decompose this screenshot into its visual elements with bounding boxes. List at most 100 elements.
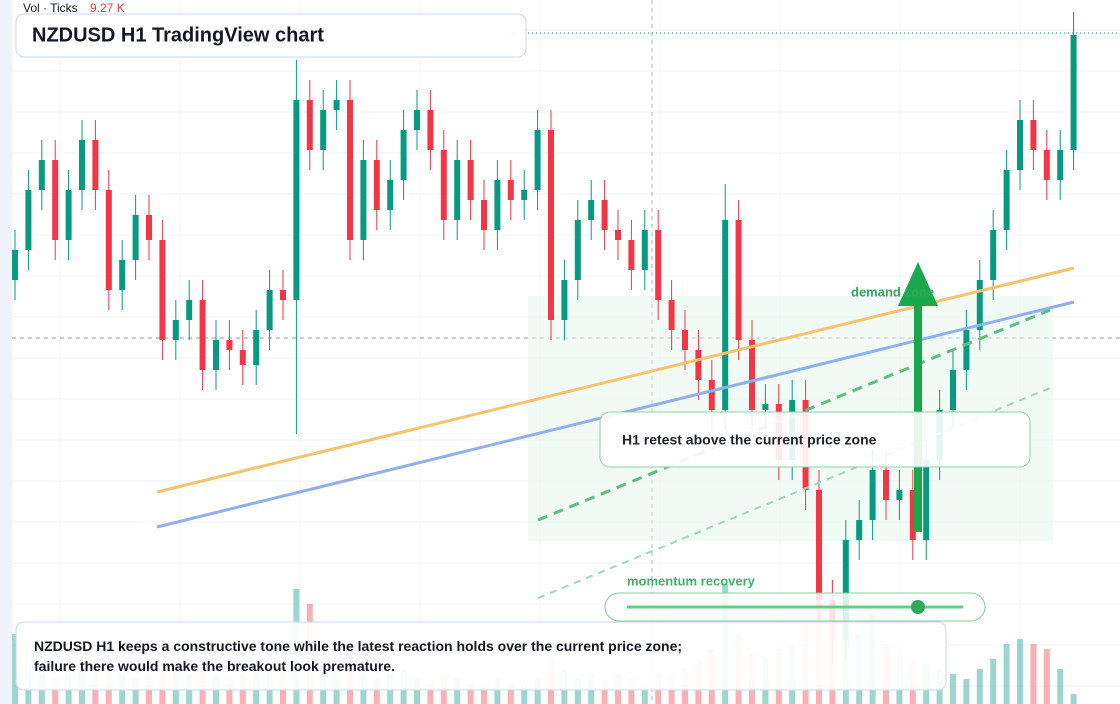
note-box	[15, 621, 947, 691]
volume-bar	[454, 679, 461, 704]
candle-body	[1017, 120, 1023, 170]
candle-body	[52, 160, 59, 240]
volume-bar	[507, 684, 514, 704]
chart-title: NZDUSD H1 TradingView chart	[32, 24, 324, 46]
title-box	[15, 13, 527, 58]
candle-body	[92, 140, 99, 190]
candle-body	[253, 330, 260, 365]
volume-value: 9.27 K	[90, 1, 125, 15]
volume-bar	[1003, 644, 1010, 704]
candle-body	[427, 110, 434, 150]
volume-bar	[574, 679, 581, 704]
candle-body	[548, 130, 554, 320]
arrow-head	[898, 262, 938, 306]
candle-body	[990, 230, 997, 280]
candle-body	[1057, 150, 1064, 180]
candle-body	[266, 290, 273, 330]
candle-body	[615, 230, 621, 240]
volume-bar	[481, 684, 487, 704]
volume-bar	[427, 684, 434, 704]
candle-body	[1043, 150, 1050, 180]
annotation-box	[599, 411, 1031, 468]
candle-body	[280, 290, 286, 300]
candle-body	[360, 160, 367, 240]
volume-bar	[132, 679, 139, 704]
candle-body	[226, 340, 233, 350]
candle-body	[387, 180, 394, 210]
candle-body	[347, 100, 353, 240]
candle-body	[735, 220, 742, 340]
candle-body	[842, 540, 849, 640]
volume-bar	[963, 679, 970, 704]
left-strip	[0, 0, 12, 704]
candle-body	[682, 330, 688, 350]
candle-body	[655, 230, 662, 300]
candle-body	[400, 130, 407, 180]
volume-bar	[1070, 694, 1077, 704]
candle-body	[25, 190, 32, 250]
candle-body	[521, 190, 528, 200]
candle-body	[494, 180, 501, 230]
candle-body	[119, 260, 126, 290]
candle-body	[950, 370, 956, 410]
volume-bar	[950, 674, 956, 704]
candle-body	[293, 100, 300, 300]
candle-body	[668, 300, 675, 330]
volume-bar	[494, 679, 501, 704]
candle-body	[816, 490, 822, 600]
annotation: momentum recovery	[627, 573, 756, 588]
note-wrap: NZDUSD H1 keeps a constructive tone whil…	[34, 638, 683, 674]
candle-body	[12, 250, 18, 280]
volume-bar	[373, 679, 380, 704]
candle-body	[963, 330, 970, 370]
candle-body	[199, 300, 206, 370]
candle-body	[105, 190, 112, 290]
volume-bar	[601, 679, 608, 704]
candle-body	[923, 460, 930, 540]
candle-body	[213, 340, 219, 370]
candle-body	[507, 180, 514, 200]
candle-body	[601, 200, 608, 230]
candle-body	[869, 470, 876, 520]
candle-body	[186, 300, 193, 320]
candle-body	[695, 350, 702, 380]
volume-bar	[1030, 644, 1037, 704]
note: NZDUSD H1 keeps a constructive tone whil…	[34, 638, 683, 674]
candle-body	[534, 130, 541, 190]
candle-body	[320, 110, 327, 150]
candle-body	[159, 240, 166, 340]
volume-bar	[976, 669, 983, 704]
candle-body	[79, 140, 85, 190]
candle-body	[762, 404, 769, 410]
candle-body	[561, 280, 568, 320]
candle-body	[333, 100, 340, 110]
candle-body	[574, 220, 581, 280]
candle-body	[38, 160, 45, 190]
volume-bar	[12, 634, 18, 704]
candle-body	[641, 230, 648, 270]
volume-bar	[641, 684, 648, 704]
volume-bar	[414, 679, 420, 704]
volume-bar	[534, 679, 541, 704]
candle-body	[239, 350, 246, 365]
candle-body	[1030, 120, 1037, 150]
candle-body	[896, 490, 903, 500]
candle-body	[628, 240, 635, 270]
volume-bar	[1043, 649, 1050, 704]
candle-body	[132, 215, 139, 260]
volume-bar	[521, 684, 528, 704]
candle-body	[708, 380, 715, 410]
volume-bar	[628, 679, 635, 704]
candle-body	[146, 215, 152, 240]
annotation: H1 retest above the current price zone	[622, 432, 877, 448]
candle-body	[467, 160, 474, 200]
candle-body	[65, 190, 72, 240]
candle-body	[909, 490, 916, 540]
candle-body	[172, 320, 179, 340]
candle-body	[481, 200, 487, 230]
candle-body	[1070, 35, 1077, 150]
volume-bar	[1017, 639, 1023, 704]
candle-body	[856, 520, 863, 540]
annotation: demand zone	[851, 284, 934, 299]
